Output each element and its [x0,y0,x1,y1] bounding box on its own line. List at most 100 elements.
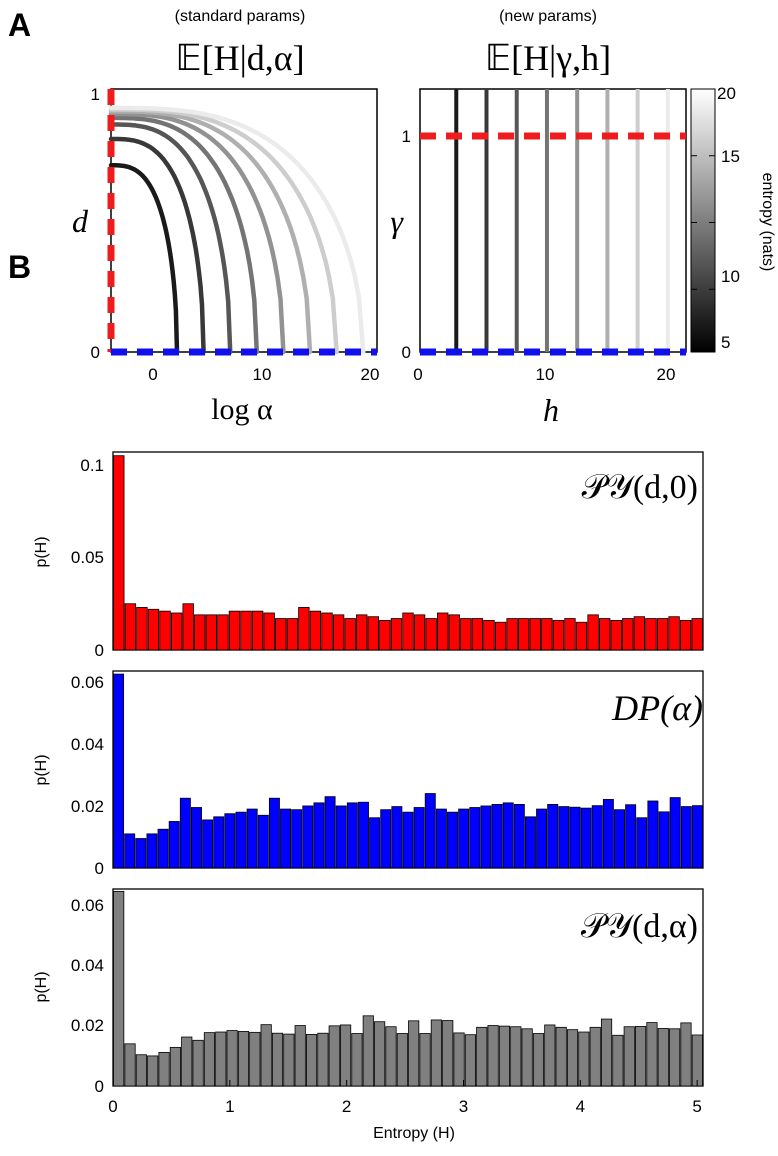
hist3-bar-4 [147,1055,159,1087]
hist1-bar-1 [113,455,125,651]
hist2-bar-52 [680,806,692,869]
hist3-bars [113,890,703,1087]
colorbar-tick-5: 5 [721,333,730,352]
hist2-bar-14 [257,814,269,869]
hist3-bar-14 [260,1024,272,1087]
hist2-bars [113,673,703,869]
hist1-bar-28 [425,618,437,651]
hist3-bar-44 [600,1018,613,1087]
hist1-bar-4 [147,608,160,651]
hist1-ytick-005: 0.05 [71,548,104,567]
hist2-bar-51 [669,797,681,869]
hist1-series-label: 𝒫𝒴(d,0) [582,469,698,506]
colorbar-tick-10: 10 [721,267,740,286]
right-ytick-1: 1 [402,127,411,146]
left-curve-1 [108,163,180,355]
hist2-bar-49 [647,800,659,869]
hist3-bar-3 [135,1054,147,1087]
colorbar-ticks [691,155,715,290]
panel-label-b: B [8,249,31,285]
hist3-bar-33 [476,1026,488,1087]
left-curves [108,105,366,355]
colorbar-tick-20: 20 [717,84,736,103]
hist3-ytick-0: 0 [95,1077,104,1096]
hist2-bar-13 [246,808,258,869]
hist3-xtick-4: 4 [576,1097,585,1116]
hist1-bar-30 [448,614,460,651]
hist3-bar-23 [362,1015,374,1087]
hist3-bar-46 [623,1026,635,1087]
left-ytick-0: 0 [91,343,100,362]
hist3-bar-17 [294,1025,306,1087]
hist3-bar-30 [442,1020,454,1087]
hist3-bar-13 [249,1031,261,1087]
left-curve-3 [108,122,233,355]
hist2-bar-48 [636,817,648,869]
hist2-bar-30 [435,808,447,869]
hist2-bar-31 [447,811,458,869]
hist2-bar-39 [536,808,548,869]
hist3-bar-2 [124,1043,136,1087]
left-title: 𝔼[H|d,α] [175,38,304,78]
hist3-bar-36 [510,1026,522,1087]
hist2-bar-8 [191,807,202,869]
hist3-bar-27 [408,1020,420,1087]
hist1-bar-2 [124,603,137,651]
hist3-xtick-3: 3 [459,1097,468,1116]
left-curve-2 [108,136,206,355]
hist1-bar-33 [483,619,495,651]
hist3-bar-38 [532,1033,545,1087]
hist3-bar-12 [237,1031,250,1087]
hist1-bar-31 [460,618,472,651]
hist3-ytick-002: 0.02 [71,1016,104,1035]
hist2-bar-16 [280,808,292,869]
hist1-ytick-01: 0.1 [80,456,104,475]
hist3-bar-41 [566,1029,579,1087]
hist2-bar-15 [268,797,280,869]
hist3-bar-16 [283,1033,295,1087]
hist1-bar-10 [217,614,229,651]
right-xlabel: h [543,392,559,428]
hist2-bar-10 [213,816,225,869]
hist1-bar-32 [471,618,484,651]
hist3-bar-40 [555,1026,567,1087]
hist1-bar-50 [679,619,692,651]
hist3-bar-22 [351,1033,363,1087]
hist1-bar-7 [182,603,194,651]
left-xtick-20: 20 [361,365,380,384]
hist2-bar-53 [691,805,703,869]
hist3-ytick-004: 0.04 [71,956,104,975]
hist1-bar-46 [633,616,646,651]
hist2-bar-20 [324,796,336,869]
left-curve-4 [108,115,260,355]
hist3-bar-47 [635,1026,647,1087]
hist1-bar-5 [159,610,171,651]
hist2-bar-41 [558,806,570,869]
hist2-series-label: DP(α) [611,688,703,728]
hist3-bar-8 [192,1039,204,1087]
hist2-bar-18 [302,805,314,869]
right-subtitle: (new params) [499,8,597,25]
hist2-bar-24 [369,817,381,869]
hist2-bar-50 [658,811,670,869]
hist1-bar-44 [610,619,622,651]
hist1-bar-29 [437,612,449,651]
left-ytick-1: 1 [91,85,100,104]
hist2-bar-36 [502,802,514,869]
hist1-bar-43 [598,618,611,651]
right-ytick-0: 0 [402,343,411,362]
hist3-bar-6 [169,1046,181,1087]
hist2-bar-28 [413,807,425,869]
hist2-bar-23 [358,801,369,869]
hist1-bar-36 [518,618,530,651]
hist3-bar-32 [464,1034,476,1087]
hist3-xtick-1: 1 [225,1097,234,1116]
hist1-bars [113,455,703,651]
hist1-bar-11 [228,610,241,651]
hist2-bar-1 [113,673,125,869]
hist1-ytick-0: 0 [95,641,104,660]
hist3-xtick-5: 5 [692,1097,701,1116]
hist2-bar-3 [135,838,147,869]
hist1-bar-38 [541,618,553,651]
